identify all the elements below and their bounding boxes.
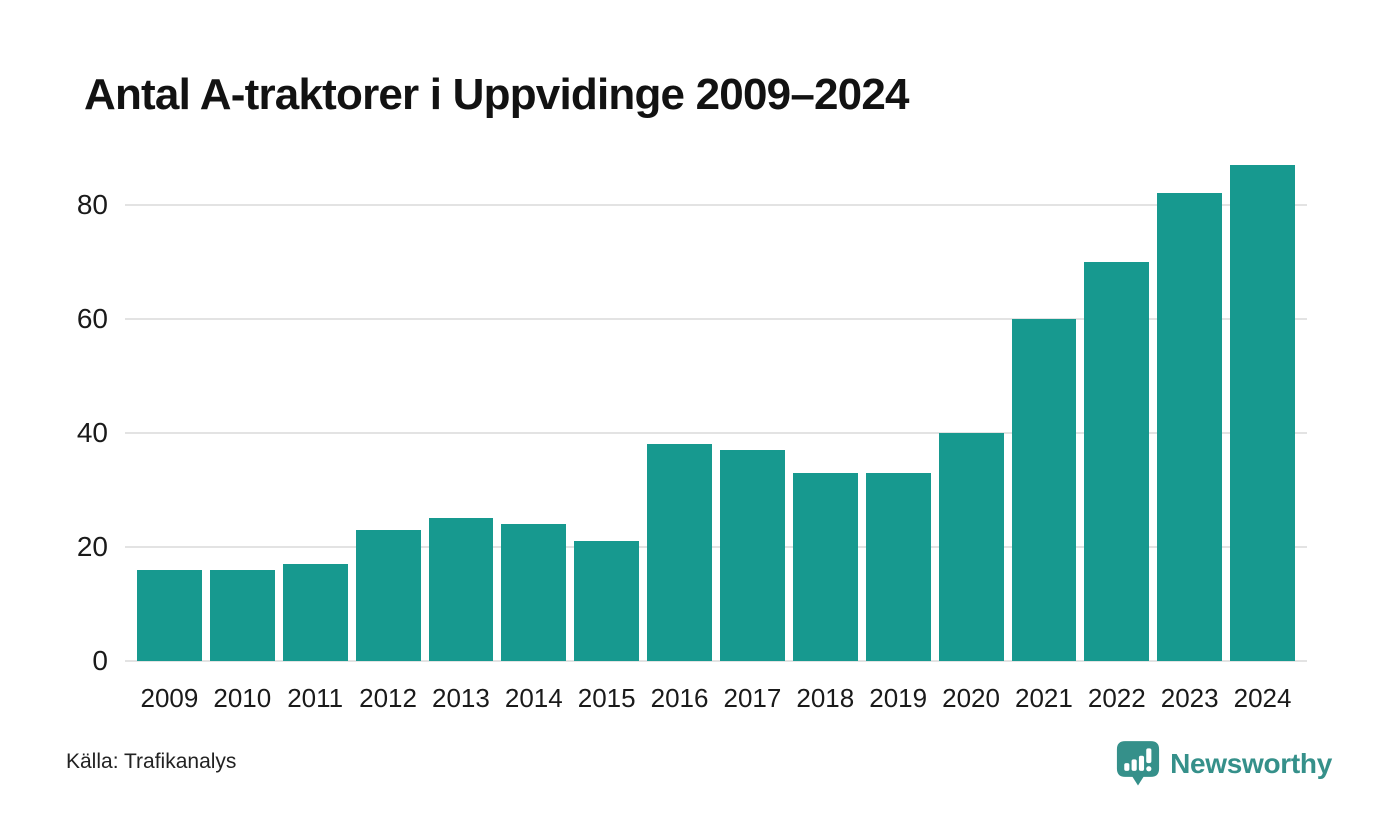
newsworthy-logo-text: Newsworthy — [1170, 748, 1332, 779]
bar-2014 — [501, 524, 567, 661]
bar-2017 — [720, 449, 785, 661]
gridline-60 — [125, 317, 1307, 320]
chart-title: Antal A-traktorer i Uppvidinge 2009–2024 — [84, 70, 909, 119]
bar-2013 — [428, 518, 494, 661]
y-tick-label-0: 0 — [92, 645, 108, 676]
x-tick-label-2021: 2021 — [1015, 683, 1073, 713]
x-tick-label-2018: 2018 — [796, 683, 855, 713]
bar-2024 — [1230, 164, 1295, 661]
x-tick-label-2015: 2015 — [577, 683, 636, 713]
bar-2011 — [282, 564, 348, 661]
x-tick-label-2024: 2024 — [1233, 683, 1292, 713]
y-tick-label-60: 60 — [76, 302, 108, 334]
bar-2016 — [647, 444, 712, 661]
x-tick-label-2014: 2014 — [504, 683, 563, 713]
bar-2018 — [792, 472, 858, 661]
x-tick-label-2019: 2019 — [869, 683, 928, 713]
x-tick-label-2017: 2017 — [723, 683, 782, 713]
source-note: Källa: Trafikanalys — [66, 750, 237, 773]
bar-2015 — [574, 541, 640, 661]
bar-2012 — [355, 529, 421, 661]
x-tick-label-2022: 2022 — [1087, 683, 1146, 713]
x-tick-label-2020: 2020 — [942, 683, 1000, 713]
x-axis: 2009 2010 2011 2012 2013 2014 2015 2016 2017 2018… — [125, 683, 1307, 714]
y-tick-label-80: 80 — [76, 188, 108, 220]
gridline-0 — [125, 660, 1307, 662]
plot-area: 0 20 40 60 80 — [77, 159, 1307, 676]
x-tick-label-2012: 2012 — [359, 683, 417, 713]
gridline-20 — [125, 545, 1307, 548]
x-tick-label-2011: 2011 — [287, 683, 344, 713]
bar-series — [125, 159, 1307, 661]
gridline-80 — [125, 203, 1307, 206]
y-tick-label-20: 20 — [76, 530, 108, 562]
bar-2021 — [1011, 318, 1077, 661]
bar-2022 — [1084, 261, 1150, 661]
newsworthy-logo: Newsworthy — [1116, 740, 1332, 788]
bar-2020 — [938, 432, 1004, 661]
x-tick-label-2010: 2010 — [213, 683, 272, 713]
y-tick-label-40: 40 — [76, 416, 108, 448]
newsworthy-logo-icon — [1116, 741, 1160, 786]
x-tick-label-2013: 2013 — [432, 683, 490, 713]
bar-2019 — [865, 472, 931, 661]
x-tick-label-2009: 2009 — [140, 683, 199, 713]
bar-2010 — [209, 569, 275, 661]
x-tick-label-2016: 2016 — [650, 683, 709, 713]
bar-2009 — [137, 569, 202, 661]
gridline-40 — [125, 431, 1307, 434]
x-tick-label-2023: 2023 — [1160, 683, 1219, 713]
bar-2023 — [1157, 193, 1223, 661]
